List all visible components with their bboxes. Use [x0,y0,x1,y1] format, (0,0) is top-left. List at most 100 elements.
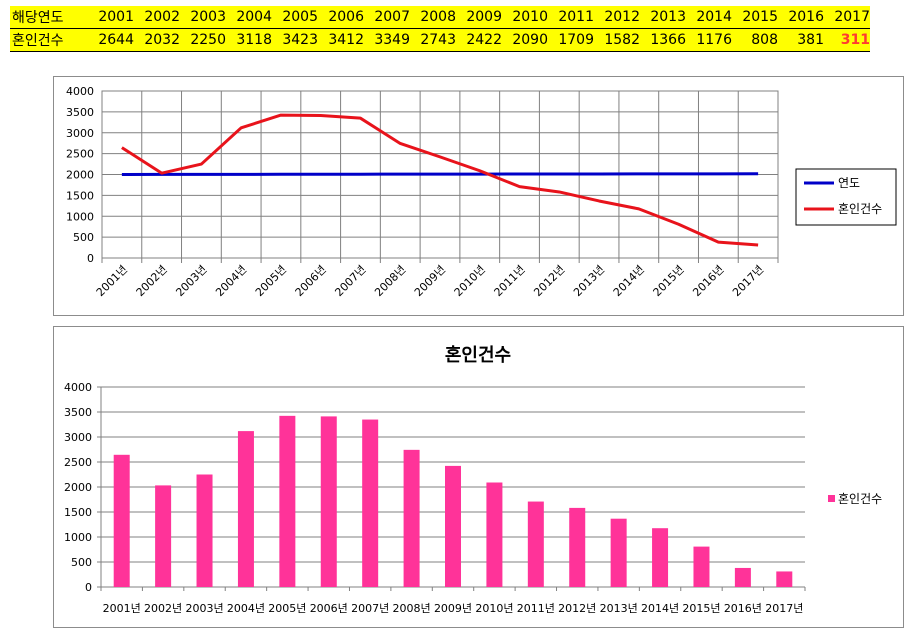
x-tick-label: 2010년 [475,602,513,615]
y-tick-label: 500 [71,556,92,569]
count-cell: 1709 [548,28,594,52]
bar [196,474,213,587]
count-cell: 2422 [456,28,502,52]
x-tick-label: 2007년 [351,602,389,615]
x-tick-label: 2003년 [185,602,223,615]
bar [403,449,420,587]
count-cell: 1582 [594,28,640,52]
year-cell: 2016 [778,6,824,29]
x-tick-label: 2007년 [332,263,368,299]
bar [693,546,710,587]
bar-chart-panel: 혼인건수 0 500 1000 1500 2000 2500 3000 3500 4000 2001… [53,326,904,628]
bar [320,416,337,587]
x-tick-label: 2016년 [724,602,762,615]
year-cell: 2009 [456,6,502,29]
y-tick-label: 3500 [64,406,92,419]
x-tick-label: 2011년 [491,263,527,299]
bar [734,567,751,587]
count-cell: 2743 [410,28,456,52]
y-tick-label: 2500 [64,456,92,469]
legend [795,168,897,226]
x-tick-label: 2001년 [94,263,130,299]
chart-title: 혼인건수 [445,344,511,366]
bar [776,571,793,587]
y-tick-label: 1500 [64,506,92,519]
year-cell: 2005 [272,6,318,29]
y-tick-label: 1000 [66,210,94,223]
x-tick-label: 2008년 [372,263,408,299]
x-tick-label: 2005년 [268,602,306,615]
count-cell: 3118 [226,28,272,52]
x-tick-label: 2013년 [600,602,638,615]
x-tick-label: 2003년 [173,263,209,299]
x-tick-label: 2006년 [310,602,348,615]
count-cell: 3349 [364,28,410,52]
year-cell: 2002 [134,6,180,29]
x-tick-label: 2011년 [517,602,555,615]
count-cell: 3412 [318,28,364,52]
bar [445,465,461,587]
x-tick-label: 2012년 [558,602,596,615]
year-cell: 2014 [686,6,732,29]
x-tick-label: 2002년 [144,602,182,615]
y-tick-label: 2000 [66,169,94,182]
count-cell: 2250 [180,28,226,52]
count-cell: 381 [778,28,824,52]
year-cell: 2003 [180,6,226,29]
x-tick-label: 2017년 [730,263,766,299]
bar [113,454,130,587]
line-chart-panel: 0 500 1000 1500 2000 2500 3000 3500 4000 2001년 200… [53,76,904,316]
bar [527,501,544,587]
legend-label: 혼인건수 [838,202,882,216]
bar [279,415,296,587]
count-cell: 2032 [134,28,180,52]
y-tick-label: 0 [87,252,94,265]
count-cell: 1176 [686,28,732,52]
year-cell: 2001 [88,6,134,29]
x-tick-label: 2009년 [434,602,472,615]
x-tick-label: 2014년 [641,602,679,615]
bar [486,482,503,587]
x-tick-label: 2009년 [412,263,448,299]
y-tick-label: 2000 [64,481,92,494]
year-cell: 2006 [318,6,364,29]
year-cell: 2012 [594,6,640,29]
x-tick-label: 2016년 [690,263,726,299]
y-tick-label: 3000 [64,431,92,444]
x-tick-label: 2017년 [765,602,803,615]
y-tick-label: 2500 [66,148,94,161]
bar-chart: 혼인건수 0 500 1000 1500 2000 2500 3000 3500 4000 2001… [64,344,882,615]
x-tick-label: 2006년 [293,263,329,299]
count-cell: 311 [824,28,870,52]
y-tick-label: 1500 [66,189,94,202]
x-tick-label: 2001년 [103,602,141,615]
x-tick-label: 2008년 [393,602,431,615]
y-tick-label: 500 [73,231,94,244]
x-tick-label: 2014년 [611,263,647,299]
x-tick-label: 2004년 [227,602,265,615]
x-tick-label: 2015년 [651,263,687,299]
bar [155,485,172,587]
year-cell: 2015 [732,6,778,29]
count-cell: 1366 [640,28,686,52]
year-cell: 2011 [548,6,594,29]
x-tick-label: 2013년 [571,263,607,299]
x-tick-label: 2005년 [253,263,289,299]
y-tick-label: 4000 [64,381,92,394]
legend-swatch [828,495,835,502]
y-tick-label: 3000 [66,127,94,140]
series-line [121,172,759,176]
count-cell: 3423 [272,28,318,52]
bar [652,528,669,587]
bar [569,507,586,587]
count-row-label: 혼인건수 [10,28,88,52]
legend-label: 혼인건수 [838,492,882,506]
count-cell: 2644 [88,28,134,52]
y-tick-label: 0 [85,581,92,594]
bar [610,518,627,587]
x-tick-label: 2015년 [682,602,720,615]
count-cell: 2090 [502,28,548,52]
y-tick-label: 4000 [66,85,94,98]
bar [362,419,379,587]
